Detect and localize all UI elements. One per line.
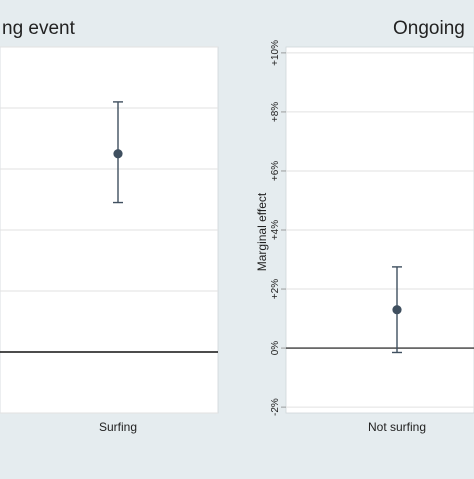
estimate-point: [113, 149, 123, 159]
right-panel: -2% 0% +2% +4% +6% +8% +10% Ongoing Not surfin…: [255, 18, 474, 434]
estimate-point: [392, 305, 402, 315]
right-panel-title: Ongoing: [393, 18, 465, 39]
right-y-axis-label: Marginal effect: [255, 192, 269, 271]
left-panel-title: ng event: [2, 18, 76, 39]
y-tick-label: +8%: [270, 102, 281, 122]
left-x-tick-label: Surfing: [99, 420, 137, 434]
y-tick-label: +2%: [270, 279, 281, 299]
y-tick-label: 0%: [270, 341, 281, 356]
y-tick-label: +4%: [270, 220, 281, 240]
left-panel: ng event Surfing: [0, 18, 219, 434]
right-marks: [392, 266, 402, 354]
right-x-tick-label: Not surfing: [368, 420, 426, 434]
left-marks: [113, 101, 123, 204]
right-y-tick-labels: -2% 0% +2% +4% +6% +8% +10%: [270, 40, 286, 416]
y-tick-label: -2%: [270, 398, 281, 416]
y-tick-label: +10%: [270, 40, 281, 66]
y-tick-label: +6%: [270, 161, 281, 181]
